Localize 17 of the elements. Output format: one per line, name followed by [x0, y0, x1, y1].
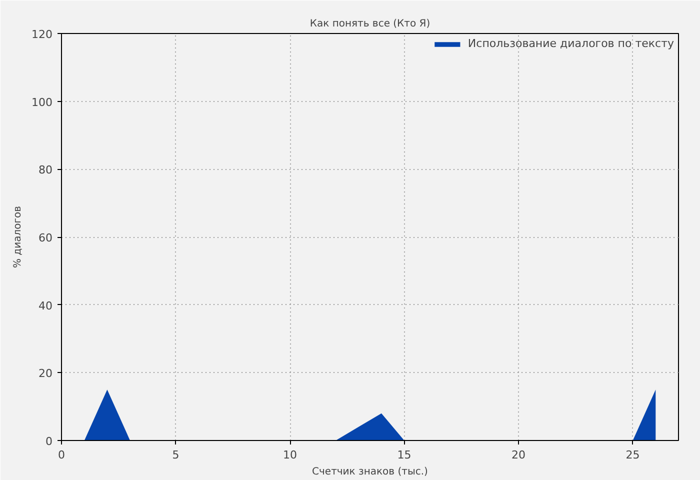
x-tick-label: 0	[58, 448, 65, 462]
x-axis-title: Счетчик знаков (тыс.)	[312, 466, 428, 478]
y-tick-label: 80	[38, 164, 53, 177]
x-tick-label: 15	[397, 448, 412, 462]
legend-label: Использование диалогов по тексту	[468, 37, 674, 50]
y-tick-label: 20	[38, 367, 53, 380]
y-tick-label: 120	[32, 28, 53, 41]
y-axis-title: % диалогов	[12, 206, 24, 268]
y-tick-label: 100	[32, 96, 53, 109]
x-tick-label: 10	[283, 448, 298, 462]
y-tick-label: 0	[46, 435, 52, 448]
chart-title: Как понять все (Кто Я)	[310, 18, 430, 30]
x-tick-label: 5	[172, 448, 180, 462]
x-tick-label: 25	[626, 448, 640, 462]
x-tick-label: 20	[512, 448, 526, 462]
y-tick-label: 40	[38, 299, 53, 312]
y-tick-label: 60	[38, 232, 53, 244]
